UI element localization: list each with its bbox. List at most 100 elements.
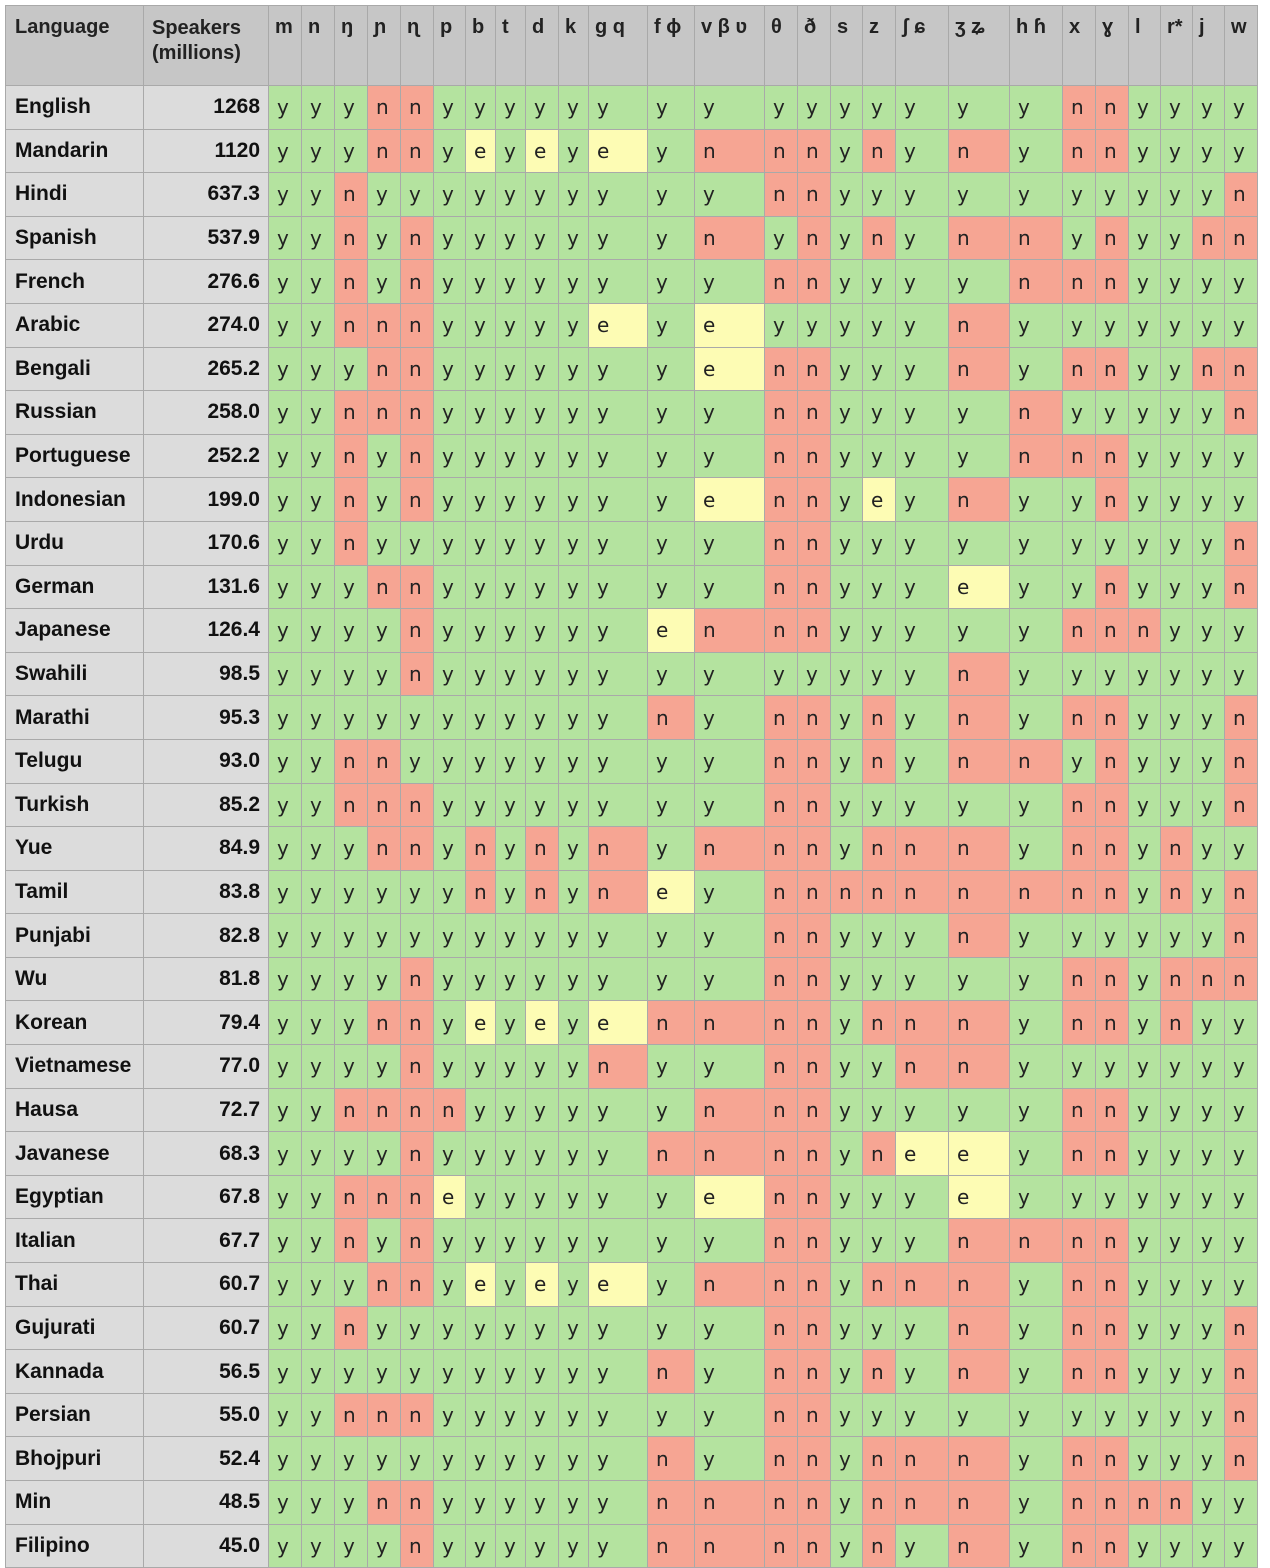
sound-presence-cell: n [400, 564, 434, 610]
sound-presence-cell: y [1062, 1044, 1096, 1089]
sound-presence-cell: n [400, 259, 434, 304]
sound-presence-cell: y [433, 956, 466, 1002]
sound-column-header: z [862, 5, 896, 86]
sound-presence-cell: y [525, 302, 559, 348]
language-name-cell: Hausa [5, 1087, 144, 1133]
sound-presence-cell: y [558, 956, 589, 1002]
sound-presence-cell: y [862, 956, 896, 1002]
sound-presence-cell: y [588, 1131, 648, 1176]
sound-presence-cell: y [694, 520, 765, 566]
sound-presence-cell: y [367, 869, 401, 915]
sound-presence-cell: y [301, 433, 335, 479]
table-row: Portuguese 252.2 y y n y n y y y y y y y y n n y y y y n n n y y y… [5, 433, 1258, 479]
sound-presence-cell: n [647, 1436, 695, 1481]
sound-presence-cell: y [1062, 302, 1096, 348]
sound-presence-cell: y [433, 1000, 466, 1046]
sound-presence-cell: y [433, 390, 466, 435]
table-row: Bengali 265.2 y y y n n y y y y y y y e n n y y y n y n n y y n n [5, 346, 1258, 392]
sound-presence-cell: y [1160, 1087, 1193, 1133]
table-row: Vietnamese 77.0 y y y y n y y y y y n y y n n y y n n y y y y y y y [5, 1044, 1258, 1089]
sound-presence-cell: n [797, 259, 831, 304]
sound-presence-cell: n [862, 695, 896, 740]
sound-presence-cell: y [1192, 782, 1225, 828]
sound-presence-cell: n [1095, 259, 1129, 304]
sound-presence-cell: y [433, 259, 466, 304]
sound-presence-cell: n [694, 215, 765, 261]
sound-presence-cell: y [1192, 1218, 1225, 1264]
sound-presence-cell: y [1192, 695, 1225, 740]
sound-presence-cell: n [367, 1087, 401, 1133]
sound-presence-cell: y [525, 172, 559, 217]
sound-presence-cell: y [1224, 1480, 1258, 1525]
sound-presence-cell: y [1128, 564, 1161, 610]
sound-presence-cell: y [400, 738, 434, 784]
sound-presence-cell: y [694, 85, 765, 130]
language-name-cell: Italian [5, 1218, 144, 1264]
sound-presence-cell: y [830, 390, 863, 435]
language-name-cell: Tamil [5, 869, 144, 915]
sound-presence-cell: y [268, 826, 302, 871]
language-name-cell: Bhojpuri [5, 1436, 144, 1481]
sound-presence-cell: y [647, 390, 695, 435]
sound-presence-cell: y [830, 1523, 863, 1568]
sound-presence-cell: n [367, 1392, 401, 1438]
sound-presence-cell: y [558, 1174, 589, 1220]
sound-presence-cell: n [797, 826, 831, 871]
sound-column-header: ŋ [334, 5, 368, 86]
sound-presence-cell: y [1095, 1174, 1129, 1220]
sound-presence-cell: y [647, 259, 695, 304]
sound-presence-cell: n [764, 1087, 798, 1133]
sound-presence-cell: y [268, 1480, 302, 1525]
speakers-count-cell: 199.0 [143, 477, 269, 522]
sound-presence-cell: n [1009, 259, 1063, 304]
sound-presence-cell: y [1128, 1131, 1161, 1176]
sound-presence-cell: y [465, 85, 496, 130]
sound-presence-cell: n [334, 477, 368, 522]
sound-presence-cell: y [495, 1087, 526, 1133]
sound-presence-cell: y [1160, 1131, 1193, 1176]
sound-presence-cell: y [1192, 1349, 1225, 1394]
sound-presence-cell: y [525, 1218, 559, 1264]
sound-presence-cell: y [1160, 302, 1193, 348]
sound-presence-cell: y [647, 1262, 695, 1307]
sound-presence-cell: y [495, 259, 526, 304]
sound-presence-cell: y [1095, 390, 1129, 435]
sound-presence-cell: y [1009, 913, 1063, 958]
sound-presence-cell: y [588, 172, 648, 217]
language-name-cell: Persian [5, 1392, 144, 1438]
sound-presence-cell: y [465, 738, 496, 784]
sound-presence-cell: y [433, 826, 466, 871]
sound-presence-cell: y [830, 172, 863, 217]
sound-presence-cell: y [694, 1218, 765, 1264]
sound-presence-cell: y [301, 826, 335, 871]
sound-presence-cell: n [647, 1480, 695, 1525]
sound-presence-cell: n [1062, 346, 1096, 392]
sound-presence-cell: y [433, 215, 466, 261]
sound-presence-cell: n [1095, 782, 1129, 828]
sound-presence-cell: y [268, 1523, 302, 1568]
sound-presence-cell: e [948, 1131, 1010, 1176]
sound-presence-cell: y [830, 128, 863, 174]
sound-presence-cell: n [797, 1218, 831, 1264]
sound-presence-cell: y [862, 390, 896, 435]
sound-presence-cell: y [495, 520, 526, 566]
sound-presence-cell: y [1192, 1392, 1225, 1438]
sound-presence-cell: y [268, 1218, 302, 1264]
sound-presence-cell: y [465, 259, 496, 304]
sound-presence-cell: y [1160, 172, 1193, 217]
sound-presence-cell: y [1128, 1044, 1161, 1089]
speakers-count-cell: 252.2 [143, 433, 269, 479]
sound-presence-cell: y [1192, 1087, 1225, 1133]
sound-presence-cell: y [301, 869, 335, 915]
sound-presence-cell: n [400, 1523, 434, 1568]
speakers-count-cell: 84.9 [143, 826, 269, 871]
sound-presence-cell: n [1095, 1436, 1129, 1481]
sound-presence-cell: y [301, 1218, 335, 1264]
sound-presence-cell: n [400, 433, 434, 479]
sound-presence-cell: y [1062, 564, 1096, 610]
sound-presence-cell: y [830, 215, 863, 261]
sound-presence-cell: n [400, 608, 434, 653]
sound-presence-cell: n [1095, 1000, 1129, 1046]
sound-presence-cell: y [334, 1044, 368, 1089]
sound-presence-cell: n [588, 826, 648, 871]
